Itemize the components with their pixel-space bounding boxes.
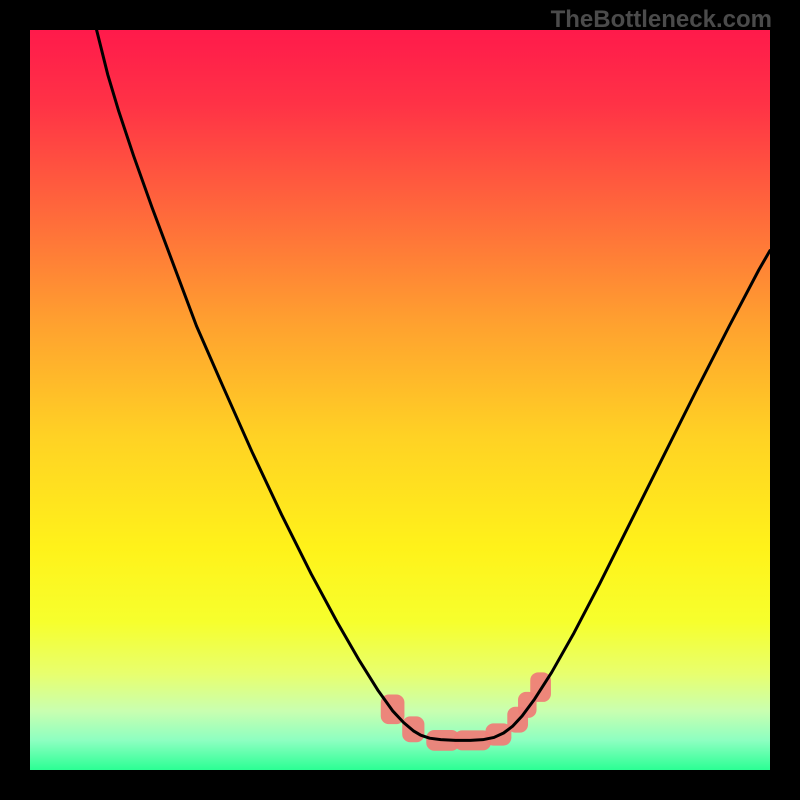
- chart-stage: TheBottleneck.com: [0, 0, 800, 800]
- plot-background: [30, 30, 770, 770]
- chart-svg: [0, 0, 800, 800]
